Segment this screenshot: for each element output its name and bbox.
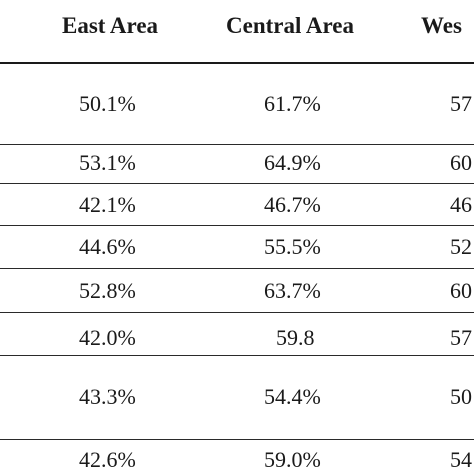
header-east-area: East Area — [62, 13, 159, 38]
cell-r3-east: 42.1% — [79, 192, 136, 217]
cell-r8-east: 42.6% — [79, 447, 136, 472]
header-central-area: Central Area — [226, 13, 354, 38]
cell-r5-east: 52.8% — [79, 278, 136, 303]
cell-r4-east: 44.6% — [79, 234, 136, 259]
cell-r2-east: 53.1% — [79, 150, 136, 175]
cell-r2-central: 64.9% — [264, 150, 321, 175]
cell-r8-central: 59.0% — [264, 447, 321, 472]
cell-r1-east: 50.1% — [79, 91, 136, 116]
row-rule-4 — [0, 268, 474, 269]
cell-r4-central: 55.5% — [264, 234, 321, 259]
cell-r8-west: 54 — [450, 447, 472, 472]
row-rule-3 — [0, 225, 474, 226]
cell-r7-central: 54.4% — [264, 384, 321, 409]
cell-r1-west: 57 — [450, 91, 472, 116]
cell-r1-central: 61.7% — [264, 91, 321, 116]
cell-r5-central: 63.7% — [264, 278, 321, 303]
row-rule-2 — [0, 183, 474, 184]
cell-r4-west: 52 — [450, 234, 472, 259]
row-rule-7 — [0, 439, 474, 440]
row-rule-1 — [0, 144, 474, 145]
cell-r6-central: 59.8 — [276, 325, 315, 350]
row-rule-6 — [0, 355, 474, 356]
header-rule — [0, 62, 474, 64]
cell-r7-east: 43.3% — [79, 384, 136, 409]
cell-r7-west: 50 — [450, 384, 472, 409]
cell-r6-east: 42.0% — [79, 325, 136, 350]
cell-r3-west: 46 — [450, 192, 472, 217]
cell-r5-west: 60 — [450, 278, 472, 303]
header-west-area: Wes — [421, 13, 462, 38]
cell-r2-west: 60 — [450, 150, 472, 175]
cell-r3-central: 46.7% — [264, 192, 321, 217]
cell-r6-west: 57 — [450, 325, 472, 350]
row-rule-5 — [0, 312, 474, 313]
